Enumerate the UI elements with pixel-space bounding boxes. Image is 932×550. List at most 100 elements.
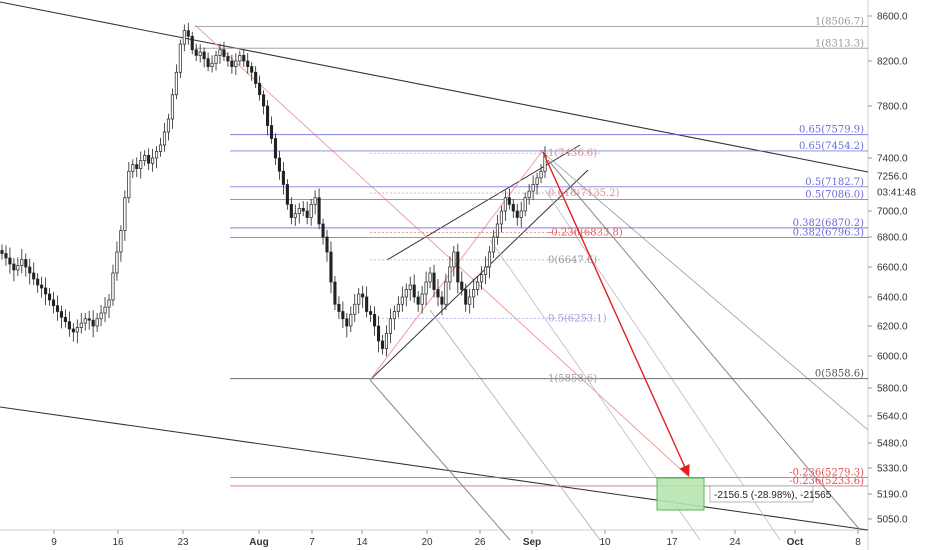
x-tick-label: 26 [474,537,486,548]
candle [460,271,464,296]
candle-body [499,210,503,225]
candle [186,22,190,45]
candle-body [36,278,40,286]
candle [71,323,75,342]
candle [408,276,412,301]
candle [48,288,52,306]
x-tick-label: 16 [112,537,124,548]
x-tick-label: 9 [51,537,57,548]
candle-body [428,272,432,283]
candle-body [293,213,297,218]
candle-body [464,289,468,305]
candle [404,283,408,307]
candle [491,229,496,258]
inner-fib-label: 0.618(7135.2) [548,188,620,199]
candle [269,116,274,144]
candle-body [75,327,79,333]
candle [206,52,210,72]
candle [266,99,270,136]
candle [345,312,349,338]
candle [222,41,226,61]
candle-body [63,316,67,322]
candle-body [468,296,472,305]
candle-body [115,251,119,274]
candle [127,161,131,204]
candle [353,294,357,322]
y-tick-label: 6200.0 [877,322,908,333]
candle-body [491,236,496,253]
candle [464,283,468,312]
candle-body [266,105,270,126]
x-tick-label: 23 [177,537,189,548]
candle [325,229,329,262]
candle [480,266,484,290]
candle [91,310,95,338]
candle-body [511,204,515,212]
candle [317,188,321,230]
candle-body [535,177,539,185]
y-tick-label: 6600.0 [877,263,908,274]
wedge-lower-line [369,169,589,381]
candle-body [487,251,492,268]
candle [162,122,167,152]
candle-body [178,43,182,73]
candle-body [277,157,281,172]
candle [440,291,444,316]
x-axis[interactable]: 9 16 23 Aug 7 14 20 26 Sep 10 17 24 Oct 8 [51,530,861,548]
fib-level-label: 0(5858.6) [815,369,864,380]
candle [250,62,254,81]
candle [32,262,36,285]
candle [246,53,250,74]
measure-label: -2156.5 (-28.98%), -21565 [714,490,832,501]
candle [198,44,202,63]
candle-body [4,253,8,259]
candle-body [396,303,400,312]
candle [361,285,365,309]
candle-body [107,299,111,308]
x-tick-label: Aug [249,537,268,548]
candle-body [83,318,87,324]
candle-body [483,266,488,275]
x-tick-label: 24 [729,537,741,548]
candle [36,273,40,293]
x-tick-label: 20 [421,537,433,548]
candle [166,113,171,141]
candle [357,288,361,314]
candle [432,264,436,298]
y-axis[interactable]: 8600.0 8200.0 7800.0 7400.0 7000.0 6800.0 6600… [868,12,916,526]
candle [527,183,531,205]
candle-body [452,251,456,268]
candle [297,203,301,224]
candle-body [99,312,103,320]
candle [289,197,293,225]
target-zone-box [656,477,705,511]
y-tick-label: 5190.0 [877,490,908,501]
candle-body [321,223,325,238]
candle [448,256,452,290]
candle-body [317,197,321,225]
candle [254,66,258,88]
candle [202,47,206,68]
candle [226,52,230,67]
candle [400,286,404,312]
candle-body [87,318,91,321]
y-tick-label: 5480.0 [877,439,908,450]
candle-body [147,155,151,164]
candle-body [170,94,174,120]
candle [285,179,289,210]
candle [436,279,440,307]
candle-body [71,328,75,333]
candle [531,175,535,200]
candle-body [527,190,531,199]
candle [55,295,60,321]
candle-body [281,170,285,185]
candle [182,24,186,52]
fib-levels-layer: 1(8506.7) 1(8313.3) 0.65(7579.9) 0.65(7454.… [195,16,868,487]
candle [258,75,262,101]
candle-body [95,318,99,327]
candle [503,190,507,221]
candle-body [480,274,484,283]
candle [44,277,48,306]
candle [507,188,511,210]
